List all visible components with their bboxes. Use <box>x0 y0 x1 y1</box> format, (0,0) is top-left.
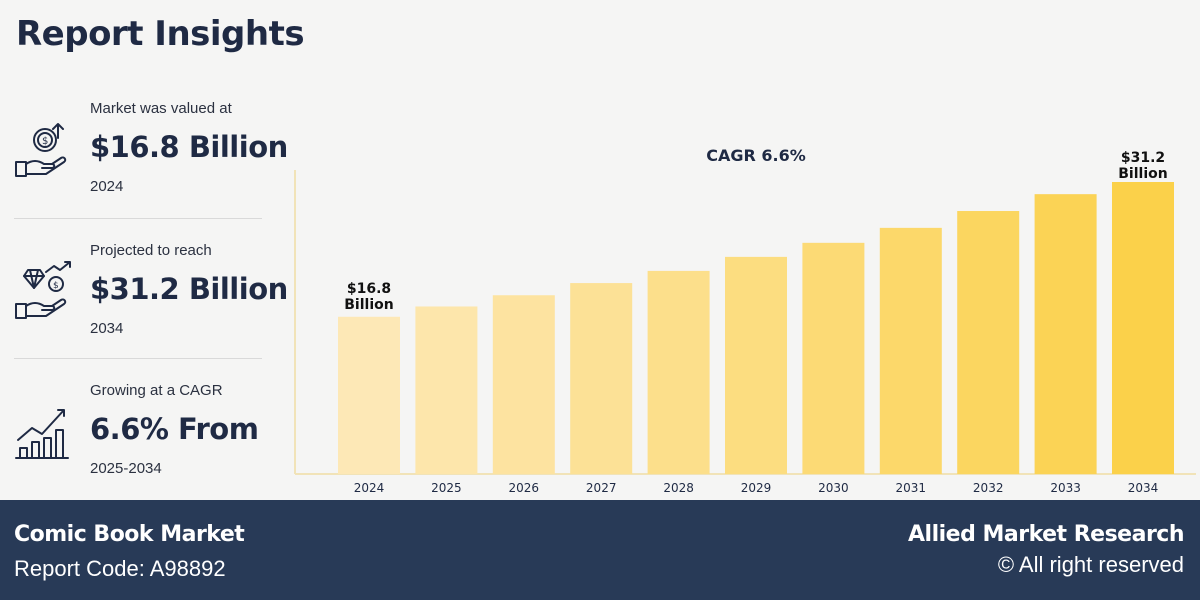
bar <box>957 211 1020 474</box>
divider <box>14 358 262 359</box>
bar <box>338 316 400 474</box>
x-tick-label: 2033 <box>1050 481 1081 495</box>
bar <box>1034 194 1097 474</box>
market-name: Comic Book Market <box>14 522 245 547</box>
stat-cagr: Growing at a CAGR 6.6% From 2025-2034 <box>10 378 266 488</box>
data-label: Billion <box>344 297 393 313</box>
x-tick-label: 2027 <box>586 481 617 495</box>
stat-year: 2025-2034 <box>90 460 162 477</box>
x-tick-label: 2025 <box>431 481 462 495</box>
bar <box>492 295 555 474</box>
bar-chart-svg: CAGR 6.6% 2024 2025 2026 2027 2028 2029 2030 203… <box>294 146 1196 495</box>
stat-label: Projected to reach <box>90 242 212 259</box>
report-code: Report Code: A98892 <box>14 556 226 581</box>
stat-label: Growing at a CAGR <box>90 382 223 399</box>
stat-label: Market was valued at <box>90 100 232 117</box>
stat-year: 2024 <box>90 178 124 195</box>
bar-chart-growth-icon <box>12 400 74 462</box>
bar <box>802 242 865 474</box>
x-tick-label: 2029 <box>741 481 772 495</box>
chart-title: CAGR 6.6% <box>706 146 806 165</box>
divider <box>14 218 262 219</box>
bar-chart: CAGR 6.6% 2024 2025 2026 2027 2028 2029 2030 203… <box>292 140 1196 500</box>
stat-projected-value: $ Projected to reach $31.2 Billion 2034 <box>10 238 288 348</box>
x-tick-label: 2030 <box>818 481 849 495</box>
stat-value: $31.2 Billion <box>90 272 288 306</box>
footer: Comic Book Market Report Code: A98892 Al… <box>0 500 1200 600</box>
brand-name: Allied Market Research <box>908 522 1184 547</box>
data-label: $31.2 <box>1121 150 1165 166</box>
svg-text:$: $ <box>53 281 59 291</box>
x-tick-label: 2028 <box>663 481 694 495</box>
x-tick-label: 2031 <box>896 481 927 495</box>
x-tick-label: 2032 <box>973 481 1004 495</box>
money-hand-growth-icon: $ <box>12 118 74 180</box>
stat-year: 2034 <box>90 320 124 337</box>
page-title: Report Insights <box>16 14 305 54</box>
bar <box>725 256 787 474</box>
stat-value: 6.6% From <box>90 412 259 446</box>
stat-market-value: $ Market was valued at $16.8 Billion 202… <box>10 96 288 206</box>
diamond-hand-growth-icon: $ <box>12 260 74 322</box>
bar <box>1112 182 1174 474</box>
bar <box>879 227 942 474</box>
svg-text:$: $ <box>42 136 48 147</box>
data-label: $16.8 <box>347 281 391 297</box>
x-tick-label: 2034 <box>1128 481 1159 495</box>
bar <box>570 283 633 474</box>
rights-text: © All right reserved <box>997 552 1184 577</box>
bar <box>415 306 478 474</box>
x-tick-label: 2026 <box>509 481 540 495</box>
bar <box>647 270 710 474</box>
stat-value: $16.8 Billion <box>90 130 288 164</box>
data-label: Billion <box>1118 166 1167 182</box>
x-tick-label: 2024 <box>354 481 385 495</box>
